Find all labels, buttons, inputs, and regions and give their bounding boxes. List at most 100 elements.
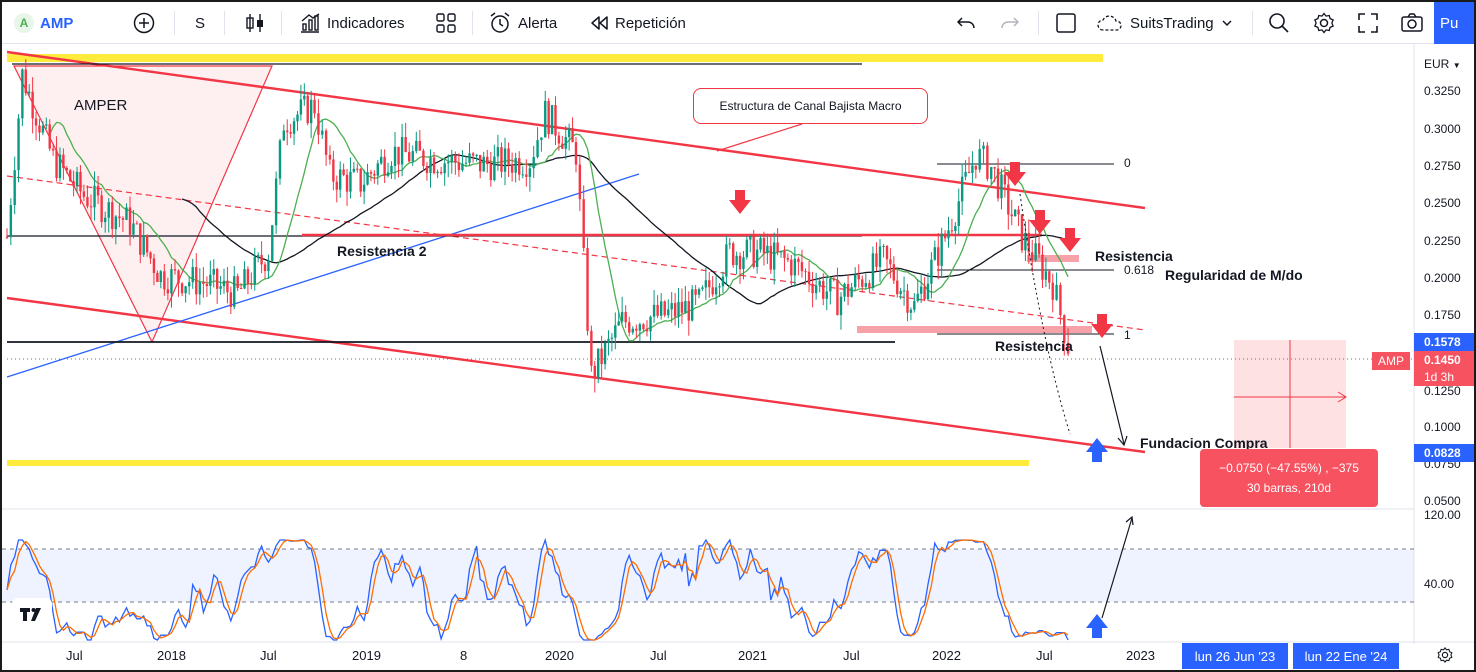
price-chart[interactable] <box>2 44 1476 672</box>
quick-search-button[interactable] <box>1268 2 1290 44</box>
candle <box>554 96 557 146</box>
candle <box>518 151 521 181</box>
candle <box>755 239 759 274</box>
candle-body <box>38 125 41 133</box>
macro-channel-callout[interactable]: Estructura de Canal Bajista Macro <box>693 88 928 124</box>
candle-body <box>464 162 468 164</box>
candle <box>896 267 899 298</box>
candle <box>328 145 332 165</box>
publish-button[interactable]: Pu <box>1434 2 1474 44</box>
fullscreen-layout-button[interactable] <box>1055 2 1077 44</box>
candle-body <box>745 239 749 258</box>
toolbar-divider <box>224 11 225 35</box>
candle-body <box>779 250 783 253</box>
candle <box>1024 221 1027 262</box>
snapshot-button[interactable] <box>1400 2 1424 44</box>
currency-button[interactable]: EUR ▼ <box>1424 57 1461 71</box>
candle <box>376 160 379 185</box>
candle-body <box>335 181 338 190</box>
indicators-button[interactable]: Indicadores <box>299 2 405 44</box>
candle <box>299 84 303 121</box>
candle-body <box>202 282 205 285</box>
time-tag-end: lun 22 Ene '24 <box>1293 643 1399 669</box>
tradingview-logo-icon[interactable] <box>12 598 52 630</box>
candle <box>195 253 198 305</box>
candle <box>899 287 902 300</box>
candle-body <box>250 283 253 285</box>
candle-body <box>274 178 278 226</box>
candle <box>404 122 407 153</box>
candle-body <box>933 247 937 260</box>
candle <box>313 94 316 119</box>
candle <box>359 168 362 198</box>
candle <box>324 128 328 166</box>
indicators-label: Indicadores <box>327 14 405 32</box>
candle-body <box>561 143 564 149</box>
candle <box>684 285 687 313</box>
replay-button[interactable]: Repetición <box>589 2 686 44</box>
fullscreen-button[interactable] <box>1357 2 1379 44</box>
oscillator-band-fill <box>2 549 1414 602</box>
candle <box>1031 239 1034 272</box>
callout-connector <box>716 123 803 152</box>
settings-button[interactable] <box>1312 2 1336 44</box>
symbol-search-button[interactable]: A AMP <box>14 2 73 44</box>
candle <box>776 228 779 256</box>
y-tick: 0.0500 <box>1424 494 1461 508</box>
candle-body <box>814 285 818 294</box>
candle-body <box>390 166 393 173</box>
candle <box>561 135 564 150</box>
candle-body <box>447 162 450 164</box>
candle <box>289 123 292 139</box>
compare-button[interactable] <box>133 2 155 44</box>
alert-button[interactable]: Alerta <box>488 2 557 44</box>
candle-body <box>159 271 162 283</box>
candle-body <box>408 152 411 162</box>
interval-button[interactable]: S <box>195 2 205 44</box>
candle-body <box>482 156 485 172</box>
candle-body <box>13 170 16 206</box>
layout-name-button[interactable]: SuitsTrading <box>1096 2 1234 44</box>
candle-body <box>850 287 853 297</box>
candle-body <box>352 168 356 172</box>
time-tag-start: lun 26 Jun '23 <box>1182 643 1288 669</box>
redo-button[interactable] <box>1000 2 1020 44</box>
candle <box>69 168 72 182</box>
candle <box>773 232 776 285</box>
candle <box>807 260 811 293</box>
candle-body <box>51 148 55 151</box>
candle-body <box>811 283 814 294</box>
candle <box>718 283 721 297</box>
resistance-zone-pink <box>857 326 1092 333</box>
candle-body <box>383 156 386 176</box>
candle-body <box>694 289 697 295</box>
candle-body <box>735 255 738 266</box>
candle-body <box>518 158 521 175</box>
oscillator-arrowhead <box>1125 515 1134 526</box>
chart-type-button[interactable] <box>245 2 265 44</box>
candle <box>762 231 766 266</box>
candle <box>586 237 589 336</box>
candle-body <box>544 100 547 138</box>
candle-body <box>475 154 478 156</box>
pattern-triangle <box>13 65 273 344</box>
candle <box>582 185 585 252</box>
candle <box>1051 273 1054 313</box>
candle-body <box>468 153 471 163</box>
candle <box>882 244 885 258</box>
candle-body <box>503 148 507 172</box>
candle <box>145 234 149 257</box>
candle <box>635 324 638 339</box>
candle-body <box>1027 232 1031 253</box>
macro-channel-text: Estructura de Canal Bajista Macro <box>719 99 902 113</box>
regularity-label: Regularidad de M/do <box>1165 267 1303 283</box>
undo-button[interactable] <box>956 2 976 44</box>
candle <box>55 136 58 182</box>
candle-body <box>1066 342 1070 354</box>
candle <box>271 224 274 262</box>
candle-body <box>557 135 561 144</box>
candle <box>309 90 313 139</box>
axis-settings-button[interactable] <box>1436 646 1454 669</box>
candle-body <box>742 257 745 270</box>
layouts-button[interactable] <box>435 2 457 44</box>
